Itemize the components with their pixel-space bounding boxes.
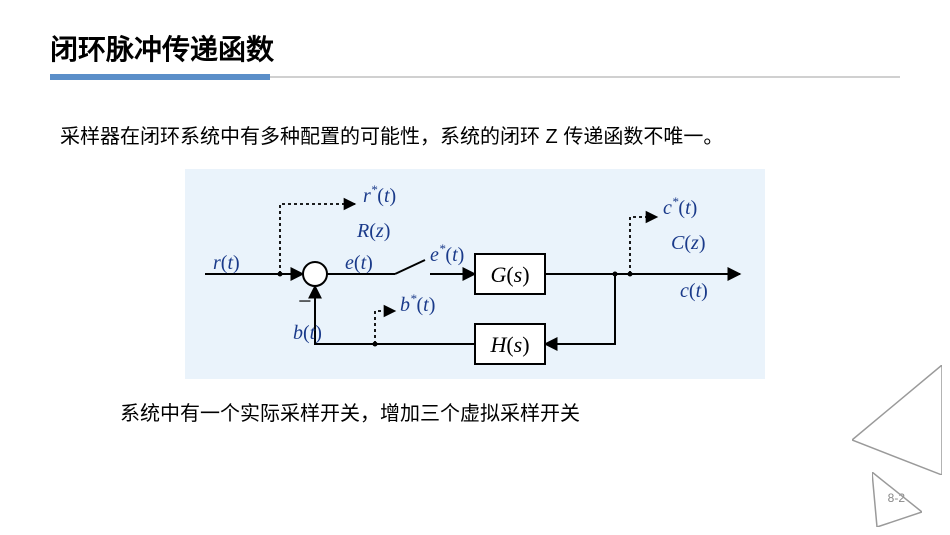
svg-text:G(s): G(s) — [490, 262, 529, 287]
svg-text:R(z): R(z) — [356, 220, 390, 242]
page-number: 8-2 — [888, 491, 905, 505]
svg-text:b(t): b(t) — [293, 322, 322, 344]
svg-text:b*(t): b*(t) — [400, 291, 435, 316]
note-text: 系统中有一个实际采样开关，增加三个虚拟采样开关 — [0, 379, 950, 426]
svg-text:e*(t): e*(t) — [430, 241, 464, 266]
svg-text:c(t): c(t) — [680, 280, 708, 302]
svg-text:c*(t): c*(t) — [663, 194, 697, 219]
intro-text: 采样器在闭环系统中有多种配置的可能性，系统的闭环 Z 传递函数不唯一。 — [0, 80, 950, 149]
diagram-svg: G(s) H(s) − r(t) r*(t) R(z) e(t) e*(t) b… — [185, 169, 765, 379]
title-underline — [50, 74, 900, 80]
page-title: 闭环脉冲传递函数 — [50, 28, 900, 68]
svg-text:H(s): H(s) — [489, 332, 529, 357]
svg-text:−: − — [298, 289, 312, 315]
svg-text:e(t): e(t) — [345, 252, 373, 274]
block-diagram: G(s) H(s) − r(t) r*(t) R(z) e(t) e*(t) b… — [185, 169, 765, 379]
svg-text:r(t): r(t) — [213, 252, 240, 274]
svg-text:C(z): C(z) — [671, 232, 705, 254]
svg-text:r*(t): r*(t) — [363, 182, 396, 207]
